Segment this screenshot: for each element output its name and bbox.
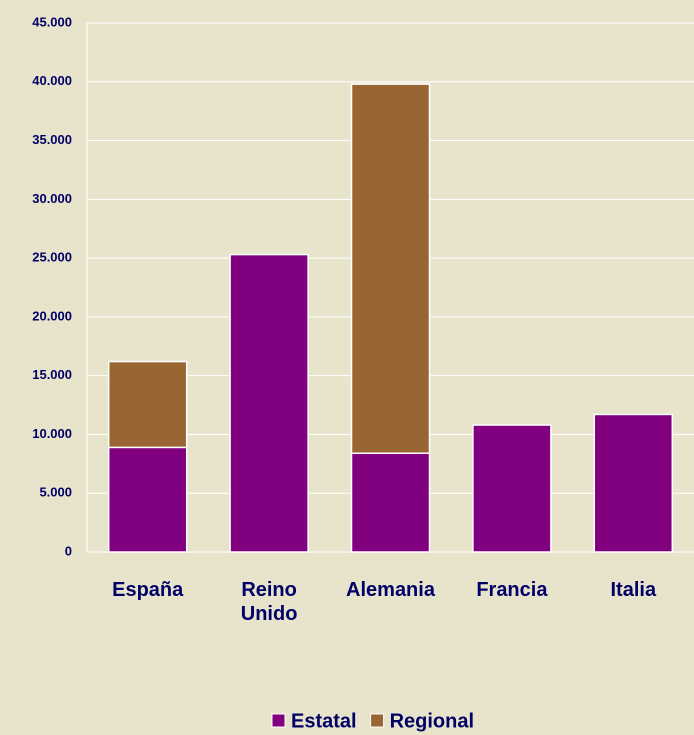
y-tick-label: 0 [65,543,72,558]
y-tick-label: 20.000 [32,308,72,323]
y-tick-label: 5.000 [39,485,72,500]
legend-swatch [271,713,286,728]
bar-segment [593,413,674,553]
x-tick-label: España [112,579,184,601]
y-tick-label: 35.000 [32,132,72,147]
bar-segment [107,360,188,449]
y-tick-label: 45.000 [32,14,72,29]
y-tick-label: 25.000 [32,250,72,265]
legend-swatch [370,713,385,728]
x-tick-label: Francia [476,579,548,601]
bar-segment [229,253,309,553]
x-tick-label: Reino Unido [240,579,298,625]
y-tick-label: 40.000 [32,73,72,88]
y-tick-label: 10.000 [32,426,72,441]
bar-segment [472,424,552,553]
legend-label: Regional [390,710,474,732]
y-tick-label: 15.000 [32,367,72,382]
legend-label: Estatal [291,710,357,732]
bar-segment [350,452,431,553]
y-tick-label: 30.000 [32,191,72,206]
x-tick-label: Italia [610,579,657,601]
x-tick-label: Alemania [346,579,435,601]
bar-segment [107,446,188,553]
bar-segment [350,83,431,455]
